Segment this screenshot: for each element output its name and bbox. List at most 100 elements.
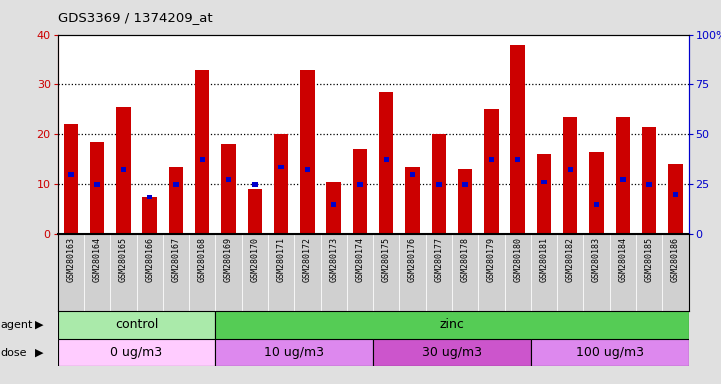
Bar [147,195,152,199]
Bar [536,154,552,234]
Text: GSM280173: GSM280173 [329,237,338,281]
Bar [216,339,373,366]
Bar [462,182,468,187]
Text: GSM280178: GSM280178 [461,237,469,281]
Text: agent: agent [1,320,33,330]
Bar [642,127,656,234]
Bar [84,234,110,311]
Text: dose: dose [1,348,27,358]
Bar [300,70,314,234]
Text: GSM280185: GSM280185 [645,237,654,281]
Bar [636,234,663,311]
Text: 10 ug/m3: 10 ug/m3 [265,346,324,359]
Text: GSM280165: GSM280165 [119,237,128,281]
Bar [620,177,626,182]
Bar [173,182,179,187]
Bar [58,311,216,339]
Bar [583,234,610,311]
Text: ▶: ▶ [35,320,43,330]
Bar [110,234,136,311]
Bar [216,311,689,339]
Bar [647,182,652,187]
Bar [353,149,367,234]
Bar [616,117,630,234]
Bar [221,144,236,234]
Bar [373,234,399,311]
Text: control: control [115,318,158,331]
Bar [373,339,531,366]
Bar [399,234,425,311]
Bar [252,182,257,187]
Bar [195,70,210,234]
Bar [94,182,99,187]
Bar [531,234,557,311]
Bar [143,197,157,234]
Bar [673,192,678,197]
Text: GSM280176: GSM280176 [408,237,417,281]
Text: GSM280181: GSM280181 [539,237,549,281]
Bar [327,182,341,234]
Text: 100 ug/m3: 100 ug/m3 [575,346,644,359]
Bar [505,234,531,311]
Bar [452,234,478,311]
Bar [458,169,472,234]
Bar [436,182,441,187]
Text: GSM280183: GSM280183 [592,237,601,281]
Text: 30 ug/m3: 30 ug/m3 [422,346,482,359]
Bar [531,339,689,366]
Text: GSM280168: GSM280168 [198,237,207,281]
Bar [242,234,268,311]
Text: GSM280174: GSM280174 [355,237,365,281]
Bar [63,124,78,234]
Bar [557,234,583,311]
Bar [278,165,284,169]
Text: GSM280180: GSM280180 [513,237,522,281]
Bar [379,92,394,234]
Bar [247,189,262,234]
Bar [510,45,525,234]
Bar [321,234,347,311]
Bar [331,202,337,207]
Text: GSM280172: GSM280172 [303,237,312,281]
Bar [405,167,420,234]
Bar [90,142,105,234]
Bar [541,180,547,184]
Bar [668,164,683,234]
Bar [58,234,84,311]
Bar [216,234,242,311]
Bar [610,234,636,311]
Text: 0 ug/m3: 0 ug/m3 [110,346,163,359]
Bar [68,172,74,177]
Bar [189,234,216,311]
Bar [120,167,126,172]
Bar [226,177,231,182]
Bar [384,157,389,162]
Bar [515,157,521,162]
Bar [594,202,599,207]
Text: GSM280170: GSM280170 [250,237,260,281]
Bar [485,109,499,234]
Text: ▶: ▶ [35,348,43,358]
Bar [116,107,131,234]
Text: GSM280186: GSM280186 [671,237,680,281]
Text: GSM280184: GSM280184 [619,237,627,281]
Text: GSM280175: GSM280175 [381,237,391,281]
Text: GSM280177: GSM280177 [434,237,443,281]
Bar [563,117,578,234]
Text: GSM280179: GSM280179 [487,237,496,281]
Bar [58,339,216,366]
Bar [305,167,310,172]
Text: zinc: zinc [440,318,464,331]
Bar [425,234,452,311]
Bar [169,167,183,234]
Bar [274,134,288,234]
Bar [567,167,573,172]
Text: GSM280164: GSM280164 [92,237,102,281]
Text: GSM280167: GSM280167 [172,237,180,281]
Text: GDS3369 / 1374209_at: GDS3369 / 1374209_at [58,12,212,25]
Bar [163,234,189,311]
Bar [200,157,205,162]
Text: GSM280169: GSM280169 [224,237,233,281]
Text: GSM280171: GSM280171 [277,237,286,281]
Text: GSM280182: GSM280182 [566,237,575,281]
